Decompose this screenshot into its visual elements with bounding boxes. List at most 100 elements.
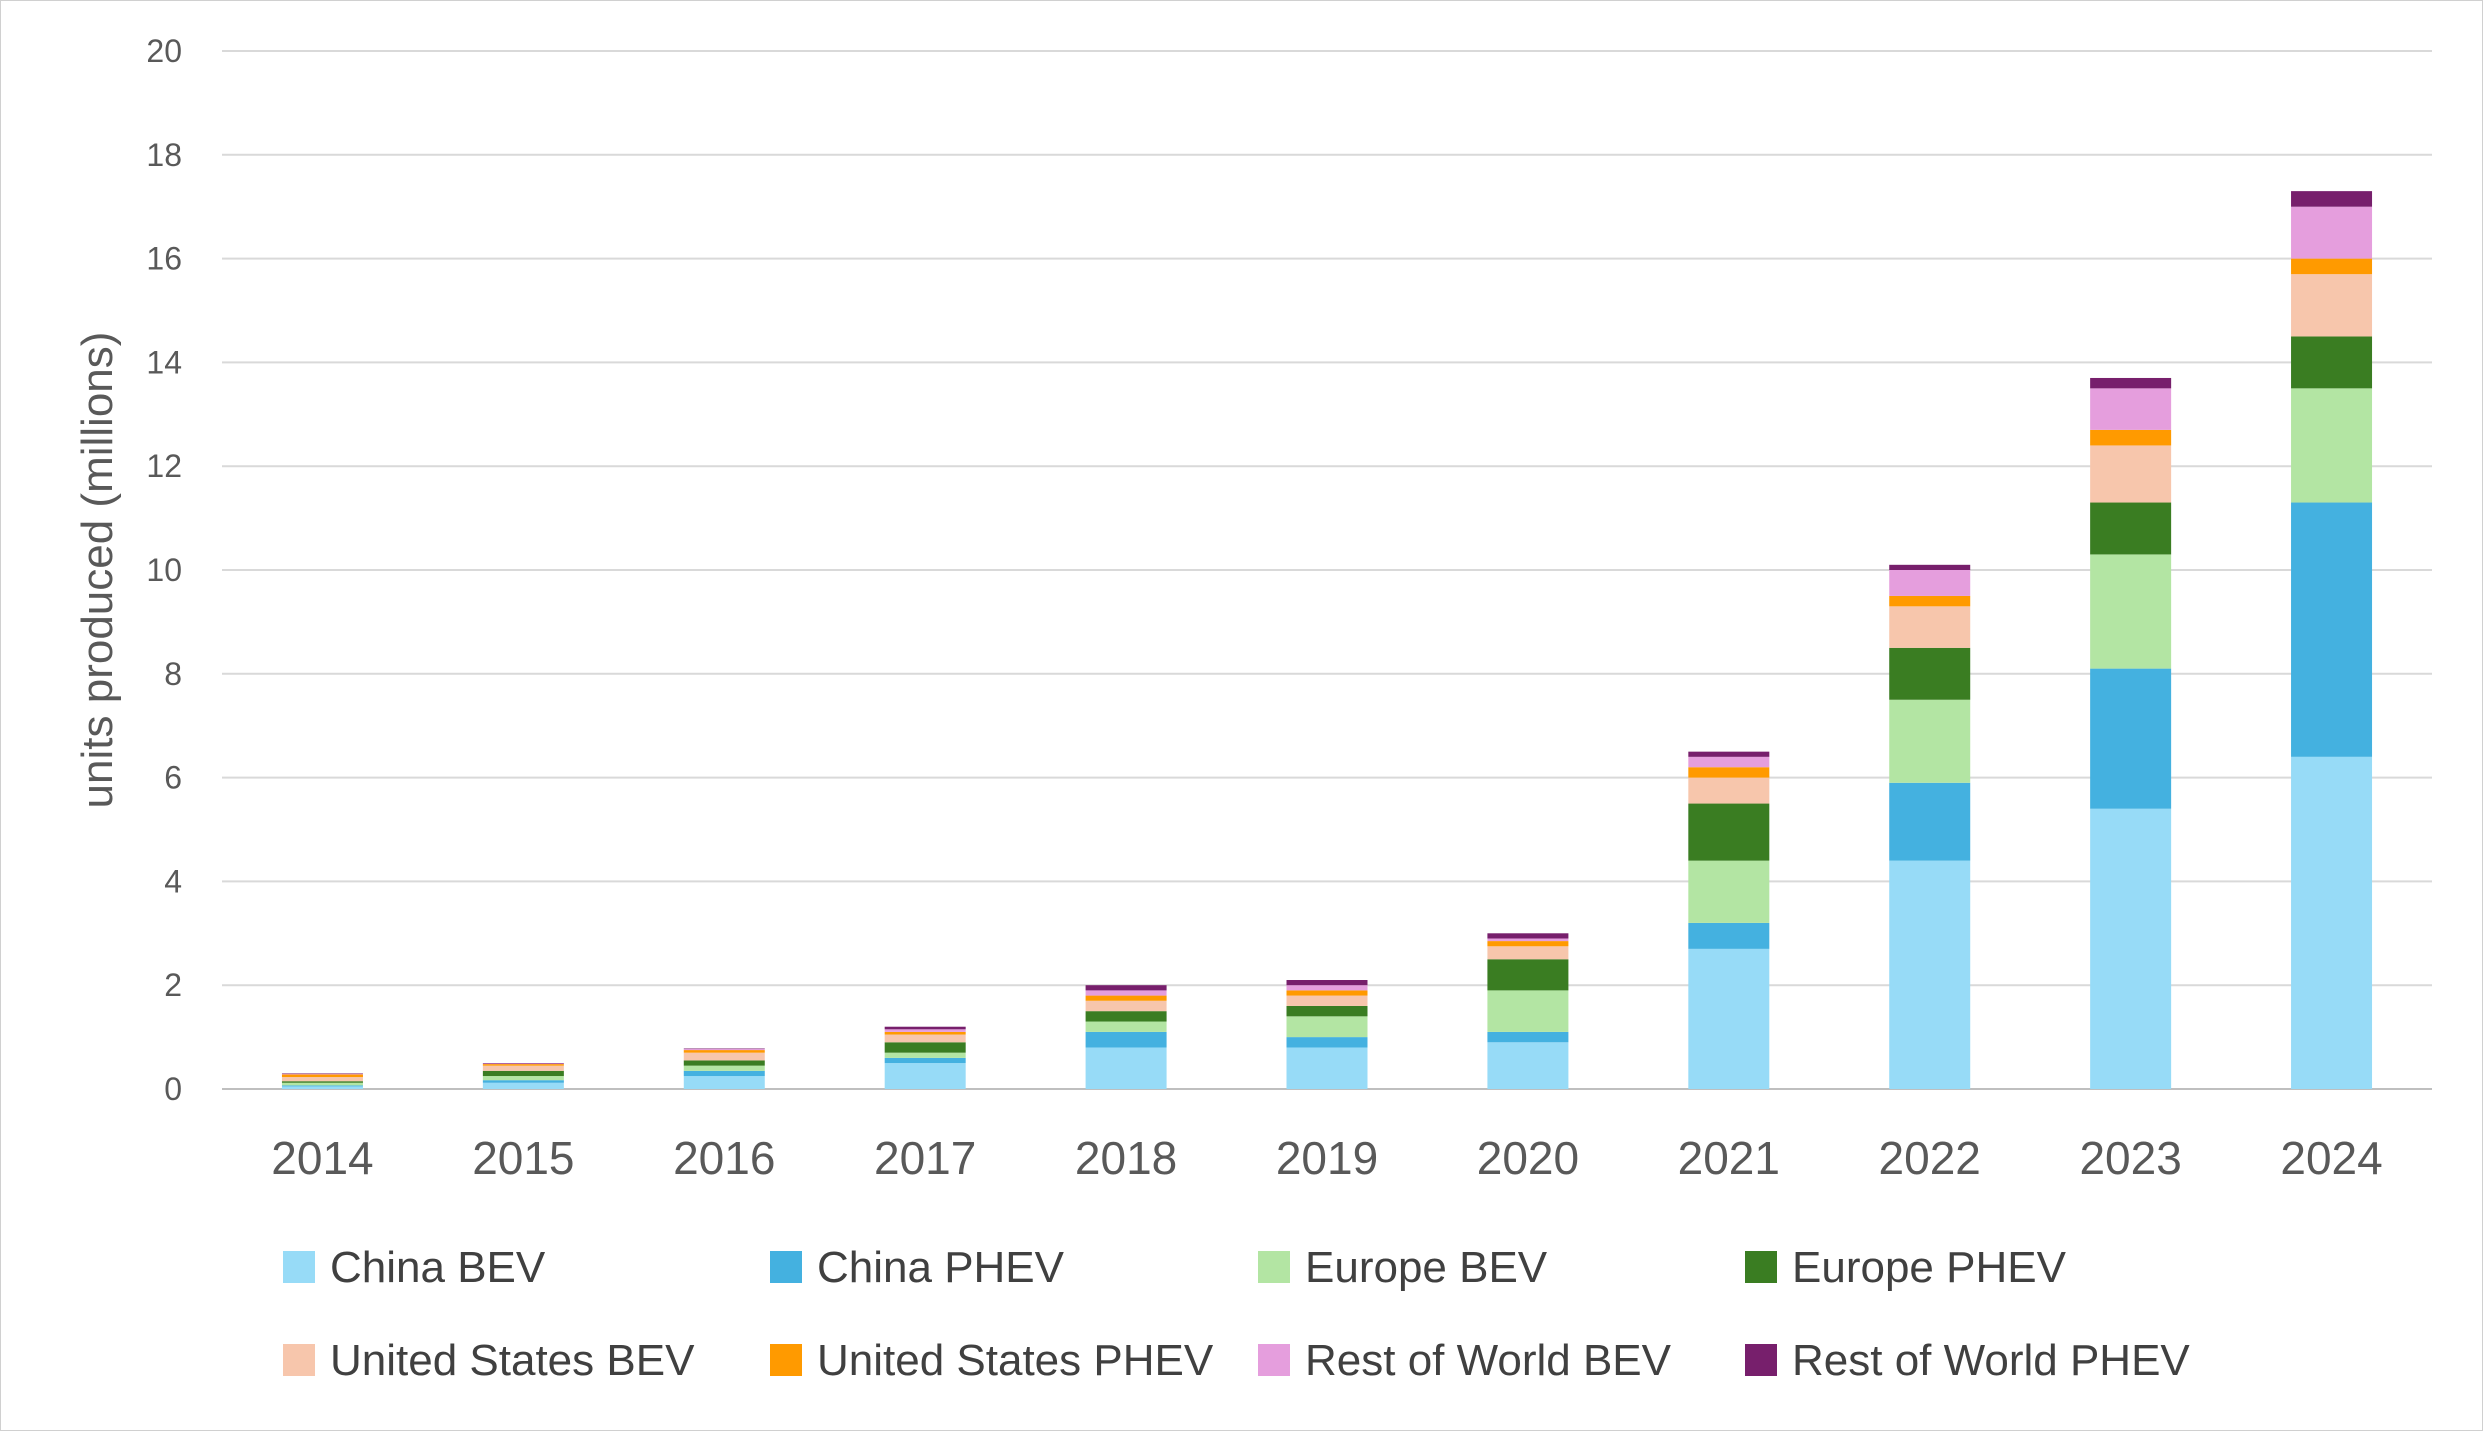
legend-item: United States BEV <box>283 1336 695 1385</box>
bar-segment <box>683 1050 765 1053</box>
x-tick-label: 2018 <box>1075 1132 1177 1184</box>
bar-segment <box>884 1042 966 1053</box>
bar-segment <box>1889 860 1971 1089</box>
bar-segment <box>2291 756 2373 1089</box>
x-tick-label: 2022 <box>1879 1132 1981 1184</box>
bar-segment <box>281 1077 363 1082</box>
bar-segment <box>1286 1016 1368 1038</box>
x-tick-label: 2020 <box>1477 1132 1579 1184</box>
bar-segment <box>2090 808 2172 1089</box>
bar-segment <box>1688 922 1770 949</box>
bar-segment <box>2291 191 2373 207</box>
legend-item: Rest of World BEV <box>1258 1336 1672 1385</box>
bar-segment <box>1487 1042 1569 1089</box>
bar-segment <box>1286 995 1368 1006</box>
bar-segment <box>1688 777 1770 804</box>
bar-segment <box>884 1057 966 1064</box>
bar-segment <box>1085 1047 1167 1089</box>
x-tick-label: 2023 <box>2079 1132 2181 1184</box>
y-tick-label: 2 <box>164 967 182 1003</box>
y-axis-ticks: 0 2 4 6 8 10 12 14 16 18 20 <box>146 33 182 1107</box>
bar-segment <box>2291 388 2373 503</box>
bar-segment <box>1286 985 1368 991</box>
bar-segment <box>482 1076 564 1081</box>
legend-label: United States PHEV <box>817 1336 1214 1385</box>
bar-segment <box>1688 756 1770 768</box>
bar-segment <box>482 1063 564 1065</box>
y-tick-label: 4 <box>164 863 182 899</box>
bar-segment <box>1889 570 1971 596</box>
bar-segment <box>482 1070 564 1077</box>
bar-segment <box>1487 938 1569 942</box>
y-tick-label: 6 <box>164 760 182 796</box>
bar-segment <box>281 1085 363 1087</box>
bar-segment <box>1085 1011 1167 1022</box>
legend-swatch <box>770 1251 802 1283</box>
bar-segment <box>2090 554 2172 669</box>
legend-swatch <box>1745 1251 1777 1283</box>
bar-segment <box>2291 206 2373 259</box>
legend-swatch <box>1258 1344 1290 1376</box>
legend-label: Europe PHEV <box>1792 1243 2067 1292</box>
legend-label: Rest of World BEV <box>1305 1336 1672 1385</box>
bar-segment <box>1487 933 1569 939</box>
bar-segment <box>1889 606 1971 648</box>
bar-segment <box>2291 502 2373 757</box>
bar-segment <box>1889 699 1971 783</box>
legend-label: China BEV <box>330 1243 546 1292</box>
bar-segment <box>1688 948 1770 1089</box>
bar-segment <box>2291 336 2373 389</box>
legend-item: Europe BEV <box>1258 1243 1548 1292</box>
bar-segment <box>281 1086 363 1089</box>
bar-segment <box>2090 377 2172 389</box>
bar-segment <box>2090 668 2172 809</box>
bar-segment <box>1487 941 1569 947</box>
bar-segment <box>1487 990 1569 1032</box>
bar-segment <box>683 1070 765 1077</box>
x-tick-label: 2019 <box>1276 1132 1378 1184</box>
y-tick-label: 12 <box>146 448 182 484</box>
bar-segment <box>1889 564 1971 570</box>
bar-segment <box>1286 1037 1368 1048</box>
bar-segment <box>2090 388 2172 430</box>
bar-segment <box>2090 445 2172 503</box>
bar-segment <box>1085 985 1167 991</box>
bar-segment <box>884 1029 966 1032</box>
bar-segment <box>1286 1005 1368 1017</box>
bar-segment <box>281 1082 363 1086</box>
legend-label: Rest of World PHEV <box>1792 1336 2190 1385</box>
bar-segment <box>884 1031 966 1035</box>
bar-segment <box>884 1052 966 1058</box>
bar-segment <box>1085 1000 1167 1012</box>
bar-segment <box>1889 595 1971 607</box>
bar-segment <box>1487 1031 1569 1043</box>
bar-segment <box>1085 1021 1167 1032</box>
x-tick-label: 2014 <box>271 1132 373 1184</box>
bar-segment <box>482 1063 564 1064</box>
bar-segment <box>683 1052 765 1061</box>
y-tick-label: 20 <box>146 33 182 69</box>
bar-segment <box>482 1064 564 1066</box>
bar-segment <box>683 1049 765 1051</box>
bar-segment <box>1688 767 1770 778</box>
bar-segment <box>683 1065 765 1071</box>
legend-label: Europe BEV <box>1305 1243 1548 1292</box>
bar-segment <box>1688 751 1770 757</box>
legend-swatch <box>1258 1251 1290 1283</box>
legend-item: China PHEV <box>770 1243 1065 1292</box>
bar-segment <box>1688 860 1770 923</box>
bar-segment <box>884 1026 966 1030</box>
legend-swatch <box>283 1344 315 1376</box>
legend-item: Europe PHEV <box>1745 1243 2067 1292</box>
bar-segment <box>683 1048 765 1050</box>
x-tick-label: 2024 <box>2280 1132 2382 1184</box>
bar-segment <box>2291 258 2373 275</box>
gridlines <box>222 50 2432 1090</box>
legend-swatch <box>770 1344 802 1376</box>
bar-segment <box>1286 990 1368 996</box>
bar-segment <box>1085 1031 1167 1048</box>
legend-item: China BEV <box>283 1243 546 1292</box>
y-axis-label: units produced (millions) <box>73 332 122 809</box>
